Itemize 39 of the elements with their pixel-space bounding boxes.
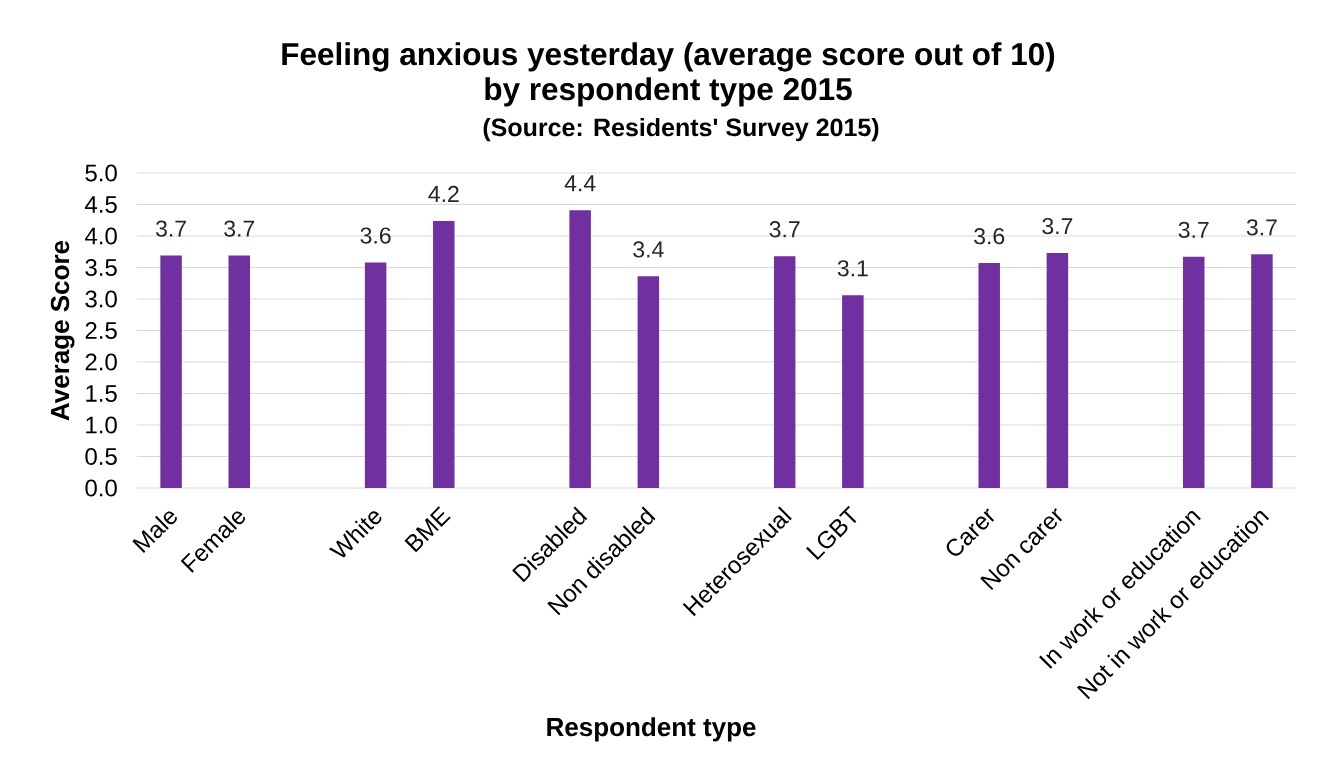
chart-title: Feeling anxious yesterday (average score out of 10) by respondent type 2015	[282, 42, 1055, 107]
y-tick-label: 3.0	[85, 290, 117, 308]
bar	[433, 220, 455, 489]
y-tick-label: 5.0	[85, 164, 117, 182]
data-label: 4.2	[428, 185, 459, 202]
bar	[978, 263, 1000, 489]
data-label: 3.7	[769, 221, 800, 238]
bar	[569, 210, 591, 489]
y-tick-label: 1.0	[86, 416, 117, 434]
data-label: 3.1	[837, 260, 868, 277]
bar	[160, 255, 182, 489]
y-axis-title: Average Score	[50, 240, 75, 421]
y-tick-label: 2.5	[85, 322, 117, 340]
y-tick-label: 3.5	[85, 259, 117, 277]
bar	[637, 276, 660, 489]
bar	[842, 295, 864, 489]
bar	[228, 255, 251, 489]
y-tick-label: 4.0	[84, 227, 117, 245]
y-tick-label: 0.5	[85, 448, 117, 466]
y-tick-label: 4.5	[84, 196, 117, 213]
bar	[364, 262, 387, 489]
x-axis-title: Respondent type	[547, 717, 756, 742]
chart-subtitle: (Source: Residents' Survey 2015)	[483, 117, 879, 142]
data-label: 3.6	[974, 228, 1005, 245]
data-label: 3.7	[1178, 221, 1209, 239]
bar	[1046, 253, 1069, 489]
data-label: 3.6	[360, 227, 391, 244]
bar	[1182, 256, 1205, 489]
data-label: 3.7	[1246, 219, 1277, 236]
bar	[773, 256, 796, 489]
y-tick-label: 2.0	[85, 353, 117, 371]
data-label: 3.7	[155, 220, 186, 237]
data-label: 4.4	[564, 175, 596, 192]
bar	[1251, 254, 1273, 489]
data-label: 3.4	[633, 241, 664, 258]
y-tick-label: 0.0	[85, 479, 117, 497]
data-label: 3.7	[1042, 217, 1073, 235]
y-tick-label: 1.5	[86, 385, 117, 402]
data-label: 3.7	[224, 220, 255, 237]
